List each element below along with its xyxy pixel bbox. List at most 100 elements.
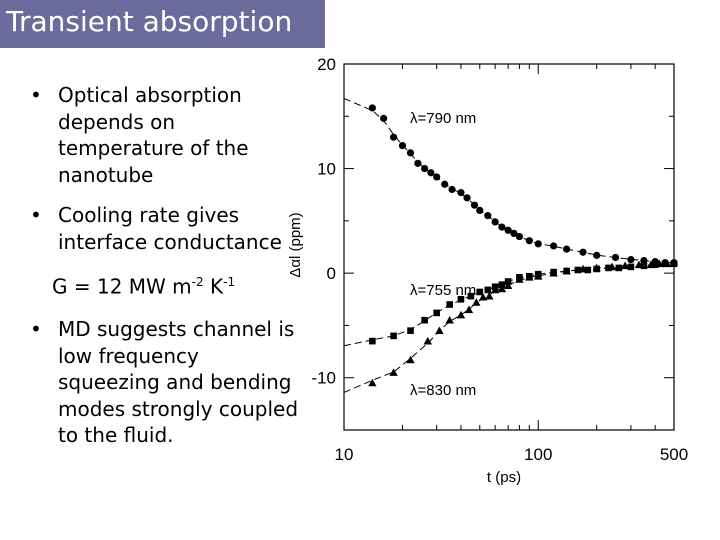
slide-title: Transient absorption — [6, 5, 293, 38]
fit-curve — [343, 98, 675, 264]
data-point-830nm — [497, 284, 507, 293]
data-point-755nm — [651, 261, 659, 269]
y-axis-label: Δαl (ppm) — [287, 212, 304, 277]
axis-ticks — [343, 63, 675, 431]
data-point-755nm — [627, 263, 635, 271]
data-point-790nm — [427, 169, 435, 177]
bullet-item: • MD suggests channel is low frequency s… — [30, 316, 300, 449]
bullet-list: • Optical absorption depends on temperat… — [30, 82, 300, 463]
data-point-755nm — [369, 337, 376, 345]
data-point-830nm — [607, 262, 617, 271]
data-point-755nm — [640, 262, 648, 270]
data-point-830nm — [406, 355, 415, 364]
data-point-790nm — [463, 194, 471, 202]
data-point-790nm — [448, 185, 456, 194]
data-point-790nm — [414, 159, 422, 167]
y-tick-label: 0 — [327, 264, 336, 283]
bullet-text: MD suggests channel is low frequency squ… — [58, 317, 299, 448]
conductance-formula: G = 12 MW m-2 K-1 — [52, 269, 300, 300]
data-point-790nm — [534, 240, 542, 248]
data-point-790nm — [484, 212, 492, 220]
data-point-790nm — [640, 256, 648, 265]
data-point-755nm — [484, 286, 492, 294]
data-point-790nm — [389, 133, 398, 141]
formula-mid: K — [203, 274, 224, 299]
data-point-830nm — [620, 261, 630, 270]
data-point-755nm — [457, 295, 465, 303]
bullet-dot: • — [30, 203, 42, 227]
data-point-790nm — [491, 218, 499, 226]
data-point-755nm — [407, 327, 414, 334]
bullet-item: • Optical absorption depends on temperat… — [30, 82, 300, 188]
data-point-830nm — [478, 292, 488, 301]
data-point-790nm — [380, 114, 388, 122]
data-point-790nm — [441, 180, 449, 188]
data-point-830nm — [490, 285, 500, 294]
x-tick-label: 10 — [335, 445, 354, 464]
data-point-830nm — [592, 263, 601, 272]
data-point-830nm — [634, 260, 644, 269]
data-point-755nm — [446, 301, 453, 308]
data-point-755nm — [390, 332, 397, 340]
data-point-790nm — [398, 141, 407, 150]
data-points — [368, 104, 679, 387]
series-label: λ=790 nm — [410, 110, 476, 127]
data-point-830nm — [485, 291, 494, 300]
series-label: λ=830 nm — [410, 382, 476, 399]
data-point-830nm — [423, 336, 432, 345]
title-bar: Transient absorption — [0, 0, 325, 48]
data-point-790nm — [457, 189, 465, 197]
formula-exponent-1: -2 — [191, 275, 204, 289]
bullet-item: • Cooling rate gives interface conductan… — [30, 202, 300, 255]
data-point-830nm — [525, 273, 534, 281]
data-point-830nm — [662, 259, 672, 268]
x-tick-label: 100 — [524, 445, 552, 464]
data-point-755nm — [433, 309, 440, 317]
data-point-755nm — [615, 264, 623, 272]
data-point-755nm — [421, 316, 428, 324]
data-point-790nm — [525, 237, 533, 245]
data-point-790nm — [433, 173, 441, 181]
y-tick-label: -10 — [311, 369, 336, 388]
data-point-830nm — [515, 275, 524, 283]
bullet-dot: • — [30, 83, 42, 107]
formula-lhs: G = 12 MW m — [52, 274, 192, 299]
data-point-830nm — [534, 272, 543, 280]
data-point-790nm — [563, 245, 571, 253]
data-point-830nm — [456, 310, 466, 319]
x-axis-label: t (ps) — [487, 469, 521, 486]
plot-frame — [343, 63, 675, 431]
bullet-text: Optical absorption depends on temperatur… — [58, 83, 249, 187]
data-point-790nm — [368, 104, 376, 112]
data-point-755nm — [605, 264, 612, 272]
data-point-830nm — [646, 260, 656, 269]
series-label: λ=755 nm — [410, 282, 476, 299]
data-point-790nm — [515, 232, 524, 241]
y-tick-label: 10 — [317, 160, 336, 179]
data-point-790nm — [579, 248, 587, 256]
data-point-830nm — [549, 268, 558, 277]
data-point-755nm — [476, 288, 484, 296]
data-point-790nm — [476, 206, 484, 214]
data-point-830nm — [578, 264, 588, 273]
data-point-755nm — [467, 292, 475, 300]
data-point-755nm — [584, 266, 592, 274]
data-point-790nm — [510, 229, 518, 238]
data-point-830nm — [669, 258, 679, 267]
data-point-790nm — [550, 242, 558, 250]
data-point-790nm — [504, 226, 512, 234]
data-point-790nm — [498, 223, 506, 231]
data-point-790nm — [470, 201, 479, 209]
data-point-830nm — [368, 378, 377, 387]
data-point-790nm — [406, 149, 415, 157]
data-point-755nm — [574, 266, 582, 274]
bullet-dot: • — [30, 317, 42, 342]
data-point-790nm — [627, 255, 635, 264]
data-point-830nm — [435, 326, 444, 335]
data-point-830nm — [562, 266, 571, 275]
data-point-830nm — [445, 316, 454, 324]
data-point-790nm — [593, 251, 601, 259]
data-point-790nm — [421, 164, 429, 173]
data-point-830nm — [655, 259, 664, 268]
